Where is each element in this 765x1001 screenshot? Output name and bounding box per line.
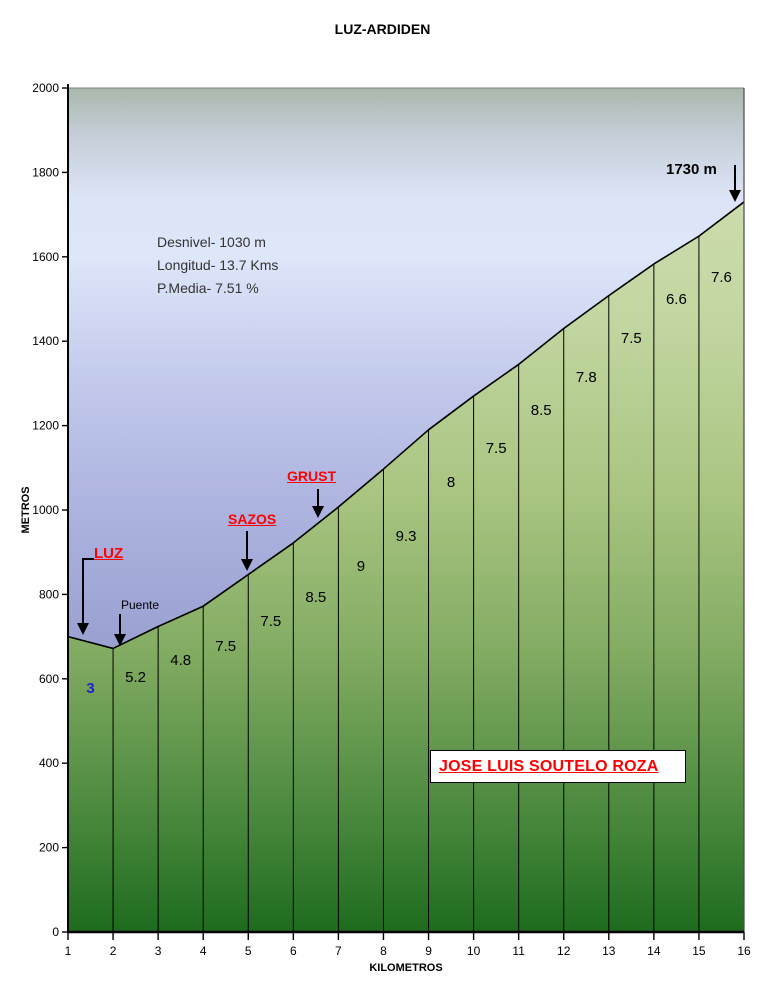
- x-tick-label: 6: [290, 944, 297, 958]
- stat-desnivel: Desnivel- 1030 m: [157, 234, 266, 250]
- stat-longitud: Longitud- 13.7 Kms: [157, 257, 279, 273]
- place-label-grust: GRUST: [287, 468, 336, 484]
- x-tick-label: 5: [245, 944, 252, 958]
- segment-gradient-label: 5.2: [125, 669, 146, 686]
- x-tick-label: 13: [602, 944, 616, 958]
- y-tick-label: 200: [39, 841, 59, 855]
- y-tick-label: 1000: [32, 503, 59, 517]
- y-tick-label: 600: [39, 672, 59, 686]
- x-axis-title: KILOMETROS: [369, 962, 442, 974]
- x-tick-label: 12: [557, 944, 571, 958]
- segment-gradient-label: 7.5: [486, 440, 507, 457]
- y-tick-label: 2000: [32, 81, 59, 95]
- mountain-area: [68, 201, 744, 932]
- x-tick-label: 11: [512, 944, 525, 958]
- author-name: JOSE LUIS SOUTELO ROZA: [439, 758, 659, 775]
- y-tick-label: 1600: [32, 250, 59, 264]
- x-tick-label: 10: [467, 944, 481, 958]
- segment-gradient-label: 6.6: [666, 291, 687, 308]
- x-tick-label: 4: [200, 944, 207, 958]
- climb-stats: Desnivel- 1030 m Longitud- 13.7 Kms P.Me…: [157, 231, 278, 300]
- segment-gradient-label: 7.5: [215, 638, 236, 655]
- luz-arrow: [82, 558, 94, 625]
- segment-gradient-label: 3: [86, 680, 94, 697]
- luz-arrow-head: [77, 623, 89, 635]
- y-tick-label: 1400: [32, 334, 59, 348]
- segment-gradient-label: 9: [357, 558, 365, 575]
- y-tick-label: 800: [39, 587, 59, 601]
- author-box: JOSE LUIS SOUTELO ROZA: [430, 750, 686, 783]
- y-tick-label: 1800: [32, 165, 59, 179]
- stat-pmedia: P.Media- 7.51 %: [157, 280, 259, 296]
- segment-gradient-label: 9.3: [396, 528, 417, 545]
- x-tick-label: 2: [110, 944, 117, 958]
- x-tick-label: 3: [155, 944, 162, 958]
- segment-gradient-label: 8.5: [531, 402, 552, 419]
- y-tick-label: 0: [52, 925, 59, 939]
- x-tick-label: 14: [647, 944, 661, 958]
- x-tick-label: 8: [380, 944, 387, 958]
- profile-line: [67, 201, 745, 650]
- sazos-arrow-head: [241, 559, 253, 571]
- x-tick-label: 16: [737, 944, 751, 958]
- segment-gradient-label: 7.5: [621, 330, 642, 347]
- segment-gradient-label: 7.6: [711, 269, 732, 286]
- y-axis-title: METROS: [20, 486, 32, 533]
- x-tick-label: 15: [692, 944, 706, 958]
- segment-gradient-label: 7.8: [576, 369, 597, 386]
- segment-gradient-label: 8: [447, 474, 455, 491]
- x-tick-label: 7: [335, 944, 342, 958]
- summit-arrow-head: [729, 190, 741, 202]
- place-label-luz: LUZ: [94, 545, 124, 562]
- x-tick-label: 9: [425, 944, 432, 958]
- place-label-puente: Puente: [121, 598, 160, 612]
- x-tick-label: 1: [65, 944, 72, 958]
- summit-elevation-label: 1730 m: [666, 161, 717, 178]
- chart-title: LUZ-ARDIDEN: [334, 21, 431, 37]
- segment-gradient-label: 8.5: [305, 589, 326, 606]
- puente-arrow-head: [114, 634, 126, 646]
- y-tick-label: 400: [39, 756, 59, 770]
- place-label-sazos: SAZOS: [228, 511, 277, 527]
- grust-arrow-head: [312, 506, 324, 518]
- y-tick-label: 1200: [32, 419, 59, 433]
- segment-gradient-label: 4.8: [170, 652, 191, 669]
- segment-gradient-label: 7.5: [260, 613, 281, 630]
